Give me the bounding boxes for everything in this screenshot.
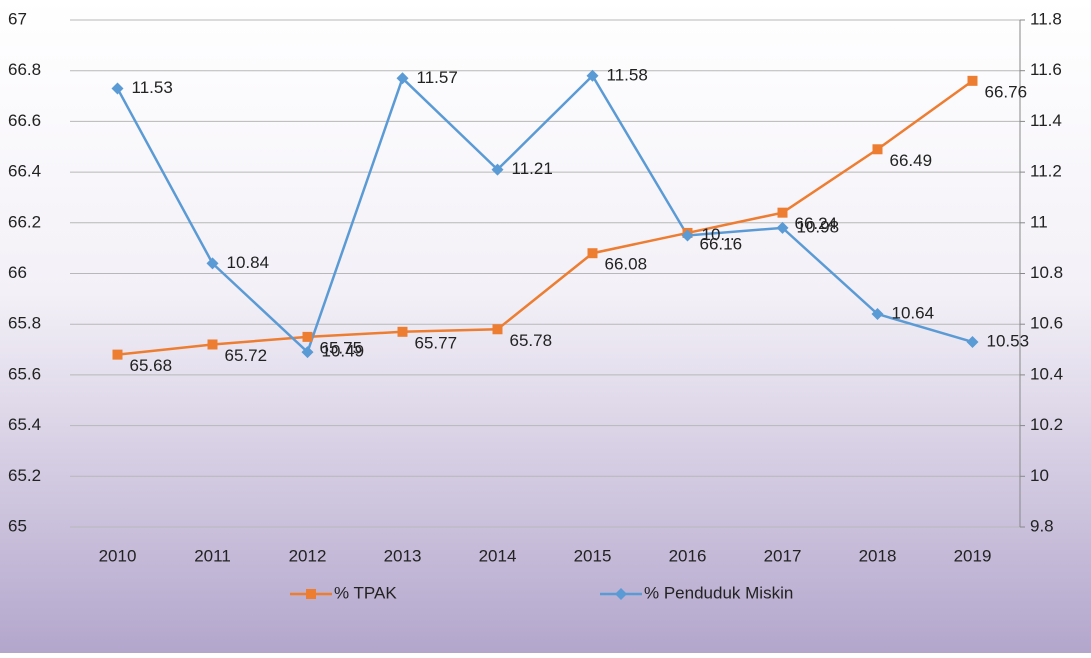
y2-tick-label: 11.4 xyxy=(1030,111,1062,130)
x-tick-label: 2015 xyxy=(574,546,612,565)
y2-tick-label: 11 xyxy=(1030,212,1048,231)
x-tick-label: 2019 xyxy=(954,546,992,565)
data-label: 66.08 xyxy=(605,255,648,274)
data-label: 66.24 xyxy=(795,214,838,233)
data-label: 10.49 xyxy=(322,342,365,361)
data-label: 11.57 xyxy=(417,68,458,87)
y2-tick-label: 11.8 xyxy=(1030,9,1062,28)
data-label: 10.64 xyxy=(892,304,935,323)
x-tick-label: 2013 xyxy=(384,546,422,565)
data-label: 11.58 xyxy=(607,65,648,84)
data-label: 10.98 xyxy=(797,217,840,236)
y-tick-label: 66.4 xyxy=(8,162,41,181)
legend-label: % TPAK xyxy=(334,583,397,602)
y2-tick-label: 10.2 xyxy=(1030,415,1063,434)
x-tick-label: 2010 xyxy=(99,546,137,565)
marker xyxy=(207,339,218,350)
data-label: 10... xyxy=(702,225,735,244)
y2-tick-label: 10.6 xyxy=(1030,314,1063,333)
data-label: 65.77 xyxy=(415,333,458,352)
series-line xyxy=(117,79,974,356)
marker xyxy=(302,331,313,342)
legend-marker xyxy=(615,588,627,600)
y-tick-label: 66.8 xyxy=(8,60,41,79)
marker xyxy=(111,82,124,95)
marker xyxy=(966,335,979,348)
data-label: 66.76 xyxy=(985,82,1028,101)
marker xyxy=(397,326,408,337)
marker xyxy=(967,75,978,86)
data-label: 65.78 xyxy=(510,331,553,350)
marker xyxy=(301,346,314,359)
y-tick-label: 66.6 xyxy=(8,111,41,130)
y-tick-label: 65.4 xyxy=(8,415,41,434)
y2-tick-label: 10 xyxy=(1030,466,1049,485)
y2-tick-label: 11.2 xyxy=(1030,162,1062,181)
y2-tick-label: 10.8 xyxy=(1030,263,1063,282)
x-tick-label: 2014 xyxy=(479,546,517,565)
marker xyxy=(491,163,504,176)
y-tick-label: 65.2 xyxy=(8,466,41,485)
x-tick-label: 2011 xyxy=(194,546,231,565)
data-label: 65.75 xyxy=(320,338,363,357)
y2-tick-label: 10.4 xyxy=(1030,364,1063,383)
marker xyxy=(776,221,789,234)
marker xyxy=(112,349,123,360)
y-tick-label: 65 xyxy=(8,516,27,535)
x-tick-label: 2016 xyxy=(669,546,707,565)
y-tick-label: 65.8 xyxy=(8,314,41,333)
marker xyxy=(206,257,219,270)
legend-label: % Penduduk Miskin xyxy=(644,583,793,602)
y-tick-label: 66.2 xyxy=(8,212,41,231)
data-label: 10.84 xyxy=(227,253,270,272)
data-label: 66.16 xyxy=(700,234,743,253)
y2-tick-label: 11.6 xyxy=(1030,60,1062,79)
data-label: 66.49 xyxy=(890,151,933,170)
marker xyxy=(396,72,409,85)
y-tick-label: 67 xyxy=(8,9,27,28)
legend-marker xyxy=(306,589,316,599)
x-tick-label: 2018 xyxy=(859,546,897,565)
marker xyxy=(872,144,883,155)
data-label: 11.21 xyxy=(512,159,553,178)
y-tick-label: 65.6 xyxy=(8,364,41,383)
data-label: 65.72 xyxy=(225,346,268,365)
marker xyxy=(777,207,788,218)
data-label: 65.68 xyxy=(130,356,173,375)
marker xyxy=(586,69,599,82)
marker xyxy=(681,229,694,242)
marker xyxy=(871,308,884,321)
series-line xyxy=(116,73,973,355)
y-tick-label: 66 xyxy=(8,263,27,282)
x-tick-label: 2017 xyxy=(764,546,802,565)
data-label: 10.53 xyxy=(987,331,1030,350)
data-label: 11.53 xyxy=(132,78,173,97)
x-tick-label: 2012 xyxy=(289,546,327,565)
marker xyxy=(492,324,503,335)
marker xyxy=(587,248,598,259)
y2-tick-label: 9.8 xyxy=(1030,516,1054,535)
